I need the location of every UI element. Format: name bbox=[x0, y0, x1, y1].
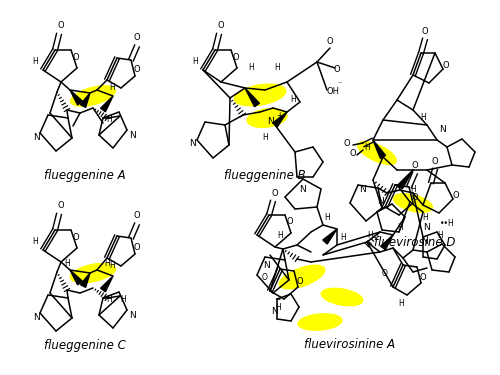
Text: O: O bbox=[272, 189, 278, 198]
Text: H: H bbox=[364, 142, 370, 152]
Text: O: O bbox=[134, 211, 140, 220]
Text: H: H bbox=[398, 298, 404, 307]
Text: O: O bbox=[232, 53, 239, 62]
Text: H: H bbox=[109, 84, 115, 93]
Text: N: N bbox=[190, 140, 196, 148]
Text: N: N bbox=[376, 198, 384, 207]
Text: H: H bbox=[109, 261, 115, 270]
Polygon shape bbox=[245, 88, 260, 107]
Text: O: O bbox=[134, 33, 140, 42]
Text: flueggenine A: flueggenine A bbox=[44, 168, 126, 182]
Text: N: N bbox=[424, 222, 430, 231]
Text: fluevirosinine A: fluevirosinine A bbox=[304, 339, 396, 351]
Text: O: O bbox=[422, 27, 428, 36]
Text: O: O bbox=[326, 38, 334, 46]
Ellipse shape bbox=[70, 263, 116, 283]
Ellipse shape bbox=[279, 265, 325, 289]
Polygon shape bbox=[380, 235, 393, 250]
Ellipse shape bbox=[247, 109, 287, 128]
Text: H: H bbox=[106, 116, 112, 124]
Polygon shape bbox=[373, 140, 386, 159]
Text: H: H bbox=[248, 63, 254, 72]
Text: N: N bbox=[440, 126, 446, 135]
Ellipse shape bbox=[358, 141, 397, 165]
Polygon shape bbox=[80, 273, 90, 287]
Polygon shape bbox=[70, 270, 82, 285]
Text: N: N bbox=[300, 184, 306, 194]
Text: H: H bbox=[192, 57, 198, 66]
Text: O: O bbox=[344, 138, 350, 147]
Text: H: H bbox=[324, 213, 330, 222]
Text: H: H bbox=[410, 186, 416, 195]
Text: O: O bbox=[452, 190, 460, 200]
Text: O: O bbox=[262, 273, 268, 282]
Ellipse shape bbox=[298, 314, 342, 330]
Text: H: H bbox=[340, 232, 346, 242]
Text: N: N bbox=[130, 310, 136, 320]
Text: N: N bbox=[32, 132, 40, 141]
Text: N: N bbox=[272, 306, 278, 315]
Text: H: H bbox=[274, 63, 280, 72]
Text: H: H bbox=[104, 258, 110, 267]
Text: O: O bbox=[412, 192, 418, 201]
Polygon shape bbox=[323, 229, 337, 244]
Text: H: H bbox=[422, 213, 428, 222]
Text: N: N bbox=[422, 237, 428, 246]
Text: flueggenine C: flueggenine C bbox=[44, 339, 126, 351]
Polygon shape bbox=[70, 90, 82, 105]
Ellipse shape bbox=[394, 194, 432, 212]
Ellipse shape bbox=[234, 84, 286, 106]
Text: H: H bbox=[397, 224, 403, 232]
Text: ⁻: ⁻ bbox=[338, 80, 342, 88]
Text: H: H bbox=[275, 303, 281, 312]
Ellipse shape bbox=[322, 288, 362, 306]
Text: H: H bbox=[290, 96, 296, 105]
Polygon shape bbox=[80, 93, 90, 107]
Polygon shape bbox=[100, 96, 113, 112]
Text: N: N bbox=[130, 130, 136, 140]
Text: H: H bbox=[367, 231, 373, 240]
Polygon shape bbox=[100, 276, 113, 292]
Text: N: N bbox=[360, 186, 366, 195]
Text: O: O bbox=[442, 60, 450, 69]
Text: O: O bbox=[432, 156, 438, 165]
Ellipse shape bbox=[70, 86, 116, 106]
Polygon shape bbox=[398, 170, 413, 189]
Text: O: O bbox=[218, 21, 224, 30]
Polygon shape bbox=[273, 112, 287, 127]
Text: H: H bbox=[106, 296, 112, 304]
Text: +: + bbox=[276, 111, 282, 120]
Text: O: O bbox=[58, 21, 64, 30]
Text: O: O bbox=[412, 160, 418, 170]
Text: O: O bbox=[72, 232, 80, 242]
Text: H: H bbox=[437, 231, 443, 240]
Text: H: H bbox=[64, 258, 70, 267]
Text: N: N bbox=[264, 261, 270, 270]
Text: H: H bbox=[32, 237, 38, 246]
Text: fluevirosine D: fluevirosine D bbox=[374, 236, 456, 249]
Text: H: H bbox=[120, 296, 126, 304]
Text: flueggenine B: flueggenine B bbox=[224, 168, 306, 182]
Text: O: O bbox=[296, 276, 304, 285]
Text: ••H: ••H bbox=[440, 219, 454, 228]
Text: OH: OH bbox=[326, 87, 340, 96]
Text: O: O bbox=[286, 217, 294, 226]
Text: O: O bbox=[58, 201, 64, 210]
Text: H: H bbox=[32, 57, 38, 66]
Text: O: O bbox=[420, 273, 426, 282]
Text: O: O bbox=[350, 148, 356, 158]
Text: H: H bbox=[262, 134, 268, 142]
Text: O: O bbox=[382, 268, 388, 278]
Text: H: H bbox=[277, 231, 283, 240]
Text: O: O bbox=[134, 66, 140, 75]
Text: H: H bbox=[420, 112, 426, 122]
Text: O: O bbox=[334, 66, 340, 75]
Text: N: N bbox=[32, 312, 40, 321]
Text: N: N bbox=[266, 117, 274, 126]
Text: O: O bbox=[134, 243, 140, 252]
Text: O: O bbox=[72, 53, 80, 62]
